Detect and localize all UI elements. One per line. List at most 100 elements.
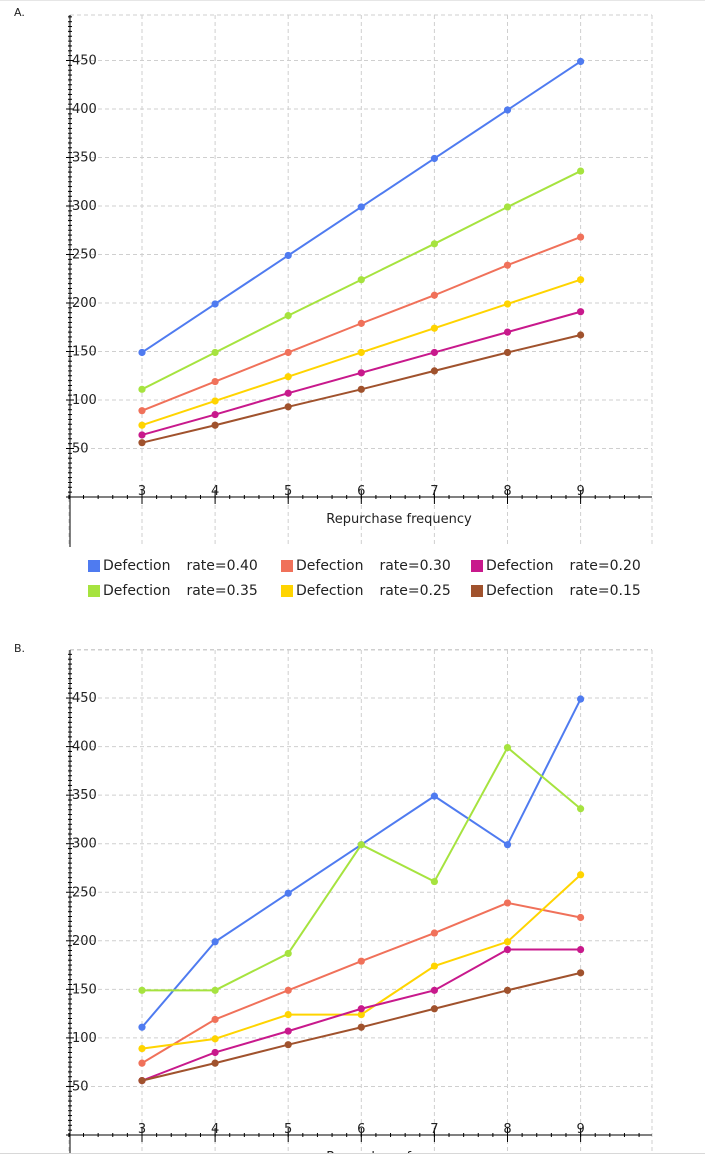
data-point	[503, 328, 512, 336]
legend-label-rate: rate=0.40	[186, 558, 258, 574]
data-point	[503, 899, 512, 907]
data-point	[577, 805, 585, 813]
data-point	[430, 324, 438, 332]
panel-label-a: A.	[14, 6, 25, 19]
legend-item: Defection rate=0.25	[281, 583, 451, 599]
data-point	[503, 106, 512, 114]
data-point	[430, 154, 438, 163]
data-point	[357, 276, 365, 284]
data-point	[138, 439, 146, 447]
data-point	[577, 167, 585, 175]
data-point	[138, 431, 146, 439]
legend-swatch	[471, 585, 483, 597]
data-point	[357, 385, 365, 393]
y-tick-label: 350	[72, 788, 97, 803]
x-tick-label: 9	[576, 484, 584, 499]
panel-label-b: B.	[14, 642, 26, 655]
data-point	[138, 407, 146, 415]
x-tick-label: 9	[576, 1122, 584, 1137]
bottom-divider	[0, 1153, 705, 1154]
x-tick-label: 7	[430, 1122, 438, 1137]
data-point	[138, 1023, 146, 1031]
x-tick-label: 4	[211, 1122, 219, 1137]
data-point	[430, 348, 438, 357]
y-tick-label: 200	[72, 296, 97, 311]
y-tick-label: 100	[72, 393, 97, 408]
data-point	[284, 312, 292, 320]
data-point	[211, 1015, 219, 1024]
y-tick-label: 200	[72, 934, 97, 949]
data-point	[284, 889, 292, 897]
data-point	[357, 841, 365, 849]
y-tick-label: 150	[72, 982, 97, 997]
data-point	[357, 1010, 365, 1019]
y-tick-label: 450	[72, 54, 97, 69]
data-point	[211, 397, 219, 405]
legend-label-word: Defection	[296, 583, 364, 599]
y-tick-label: 300	[72, 199, 97, 214]
y-tick-label: 150	[72, 345, 97, 360]
data-point	[211, 300, 219, 308]
data-point	[211, 1035, 219, 1043]
data-point	[503, 938, 512, 946]
data-point	[430, 367, 438, 375]
data-point	[577, 871, 585, 879]
data-point	[577, 57, 585, 66]
data-point	[430, 962, 438, 970]
data-point	[284, 403, 292, 411]
data-point	[503, 300, 512, 308]
data-point	[577, 695, 585, 703]
legend-label-rate: rate=0.15	[569, 583, 641, 599]
data-point	[284, 1041, 292, 1049]
y-tick-label: 250	[72, 248, 97, 263]
chart-b: 50 100 150 200 250 300 350 400 450 3 4 5 6 7 8 9 Repurch…	[66, 649, 653, 1153]
legend-item: Defection rate=0.20	[471, 558, 641, 574]
data-point	[357, 319, 365, 327]
data-point	[284, 389, 292, 397]
data-point	[138, 1044, 146, 1053]
data-point	[577, 308, 585, 316]
legend-item: Defection rate=0.15	[471, 583, 641, 599]
x-tick-label: 3	[138, 1122, 146, 1137]
data-point	[357, 348, 365, 357]
data-point	[577, 969, 585, 977]
x-tick-label: 6	[357, 1122, 365, 1137]
data-point	[138, 986, 146, 994]
data-point	[357, 957, 365, 965]
y-tick-label: 50	[72, 442, 89, 457]
legend-swatch	[281, 585, 293, 597]
x-tick-label: 3	[138, 484, 146, 499]
data-point	[430, 1005, 438, 1013]
x-tick-label: 7	[430, 484, 438, 499]
top-divider	[0, 0, 705, 1]
data-point	[577, 913, 585, 922]
x-tick-label: 5	[284, 1122, 292, 1137]
legend-a: Defection rate=0.40 Defection rate=0.30 Defe…	[88, 558, 688, 608]
data-point	[577, 945, 585, 954]
data-point	[138, 348, 146, 357]
x-tick-label: 5	[284, 484, 292, 499]
x-axis-title: Repurchase frequency	[326, 1150, 472, 1153]
legend-item: Defection rate=0.35	[88, 583, 258, 599]
chart-a: 50 100 150 200 250 300 350 400 450 3 4 5 6 7 8 9 Repurch…	[66, 14, 653, 547]
data-point	[503, 986, 512, 994]
data-point	[284, 251, 292, 260]
y-tick-label: 50	[72, 1079, 89, 1094]
y-tick-label: 250	[72, 885, 97, 900]
data-point	[430, 291, 438, 299]
data-point	[284, 348, 292, 357]
data-point	[503, 261, 512, 269]
legend-swatch	[281, 560, 293, 572]
data-point	[211, 377, 219, 386]
data-point	[357, 1023, 365, 1031]
y-tick-label: 450	[72, 691, 97, 706]
data-point	[357, 1005, 365, 1013]
data-point	[138, 421, 146, 429]
y-tick-label: 400	[72, 740, 97, 755]
x-tick-label: 4	[211, 484, 219, 499]
data-point	[430, 929, 438, 937]
data-point	[577, 276, 585, 284]
legend-swatch	[88, 585, 100, 597]
data-point	[211, 1048, 219, 1057]
legend-label-rate: rate=0.35	[186, 583, 258, 599]
